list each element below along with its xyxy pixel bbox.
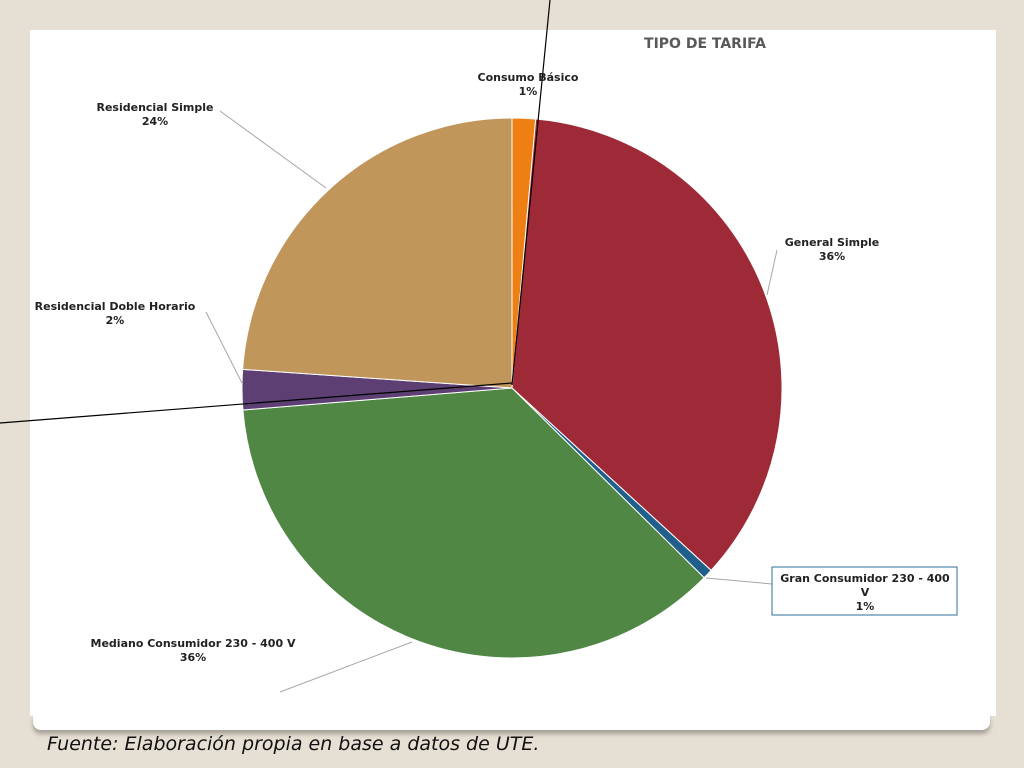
data-label-category: General Simple [785,236,880,249]
pie-slices [241,117,783,659]
data-labels: Consumo Básico 1%General Simple 36%Gran Co… [35,71,950,664]
highlighted-label-box [771,566,958,616]
data-label-category: V [861,586,870,599]
data-label-residencial-simple: Residencial Simple 24% [97,101,214,128]
annotation-line [0,382,513,424]
data-label-percent: 24% [142,115,168,128]
data-label-consumo-basico: Consumo Básico 1% [478,71,579,98]
data-label-percent: 1% [856,600,875,613]
data-label-percent: 1% [519,85,538,98]
data-label-percent: 2% [106,314,125,327]
data-label-category: Residencial Doble Horario [35,300,196,313]
data-label-mediano-consumidor: Mediano Consumidor 230 - 400 V 36% [91,637,296,664]
leader-line-mediano-consumidor [279,641,413,693]
leader-line-residencial-simple [219,110,327,189]
data-label-percent: 36% [819,250,845,263]
chart-title: TIPO DE TARIFA [644,36,766,52]
annotation-line [511,0,551,386]
leader-line-general-simple [766,249,778,296]
slide-shadow-bar [33,714,990,730]
data-label-percent: 36% [180,651,206,664]
data-label-category: Gran Consumidor 230 - 400 [780,572,950,585]
pie-slice-mediano-consumidor [242,387,705,659]
data-label-category: Residencial Simple [97,101,214,114]
data-label-general-simple: General Simple 36% [785,236,880,263]
leader-line-gran-consumidor [705,577,773,585]
data-label-gran-consumidor: Gran Consumidor 230 - 400 V 1% [780,572,950,613]
leader-line-residencial-doble-horario [205,311,243,384]
data-label-category: Mediano Consumidor 230 - 400 V [91,637,296,650]
leader-lines [205,110,778,693]
pie-slice-residencial-simple [242,117,513,389]
data-label-category: Consumo Básico [478,71,579,84]
data-label-residencial-doble-horario: Residencial Doble Horario 2% [35,300,196,327]
pie-slice-general-simple [511,118,783,572]
source-note: Fuente: Elaboración propia en base a dat… [47,733,540,755]
